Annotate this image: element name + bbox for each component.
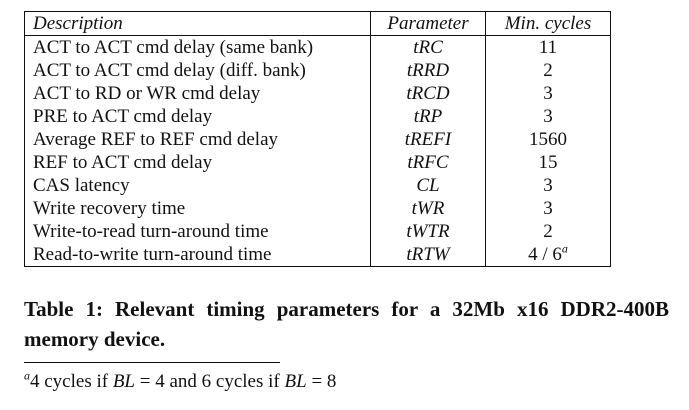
cell-min-cycles: 3 [485,105,611,128]
cell-parameter-text: tWTR [406,221,450,242]
cell-description: PRE to ACT cmd delay [24,105,371,128]
cell-parameter-text: tRRD [406,60,450,81]
cell-description-text: PRE to ACT cmd delay [33,106,213,127]
timing-table: Description Parameter Min. cycles ACT to… [24,11,611,267]
cell-parameter-text: CL [416,175,440,196]
cell-parameter-text: tRFC [407,152,449,173]
cell-parameter-text: tRCD [406,83,450,104]
cell-description-text: ACT to ACT cmd delay (diff. bank) [33,60,306,81]
cell-min-cycles: 1560 [485,128,611,151]
cell-description-text: Read-to-write turn-around time [33,244,272,265]
table-row: CAS latency CL 3 [24,174,611,197]
cell-description-text: ACT to RD or WR cmd delay [33,83,261,104]
header-description: Description [24,11,371,36]
cell-parameter: CL [370,174,486,197]
table-row: Write recovery time tWR 3 [24,197,611,220]
cell-min-cycles: 3 [485,174,611,197]
footnote-text-1: 4 cycles if [30,371,113,392]
cell-min-cycles: 2 [485,220,611,243]
cell-parameter: tREFI [370,128,486,151]
footnote-text-2: = 4 and 6 cycles if [135,371,285,392]
cell-parameter: tRRD [370,59,486,82]
cell-description-text: CAS latency [33,175,130,196]
cell-parameter: tWTR [370,220,486,243]
cell-min-cycles: 4 / 6a [485,241,611,267]
cell-parameter: tWR [370,197,486,220]
table-row: Write-to-read turn-around time tWTR 2 [24,220,611,243]
cell-description: CAS latency [24,174,371,197]
cell-min-cycles: 2 [485,59,611,82]
cell-description-text: Average REF to REF cmd delay [33,129,279,150]
cell-description-text: REF to ACT cmd delay [33,152,213,173]
cell-min-cycles-text: 3 [543,106,553,127]
cell-description: ACT to ACT cmd delay (diff. bank) [24,59,371,82]
footnote-marker: a [24,368,30,383]
cell-description: Read-to-write turn-around time [24,243,371,267]
table-row: ACT to ACT cmd delay (same bank) tRC 11 [24,35,611,59]
cell-parameter-text: tRTW [406,244,450,265]
cell-min-cycles: 11 [485,35,611,59]
cell-parameter: tRTW [370,243,486,267]
cell-min-cycles-text: 2 [543,60,553,81]
header-parameter: Parameter [370,11,486,36]
table-row: Read-to-write turn-around time tRTW 4 / 6a [24,241,611,267]
cell-parameter: tRC [370,35,486,59]
cell-min-cycles-text: 2 [543,221,553,242]
cell-description: Write-to-read turn-around time [24,220,371,243]
cell-min-cycles-text: 15 [538,152,558,173]
cell-description-text: Write recovery time [33,198,186,219]
cell-min-cycles: 15 [485,151,611,174]
cell-description: REF to ACT cmd delay [24,151,371,174]
cell-parameter: tRCD [370,82,486,105]
table-row: Average REF to REF cmd delay tREFI 1560 [24,128,611,151]
cell-parameter-text: tWR [411,198,445,219]
footnote-var-1: BL [112,371,136,392]
cell-footnote-marker: a [561,241,568,256]
cell-min-cycles-text: 3 [543,83,553,104]
cell-parameter: tRP [370,105,486,128]
cell-min-cycles-text: 4 / 6 [528,244,562,265]
cell-description: ACT to RD or WR cmd delay [24,82,371,105]
table-header-row: Description Parameter Min. cycles [24,11,611,36]
cell-parameter: tRFC [370,151,486,174]
cell-min-cycles: 3 [485,197,611,220]
timing-table-container: Description Parameter Min. cycles ACT to… [24,11,611,267]
cell-parameter-text: tRP [413,106,443,127]
header-min-cycles: Min. cycles [485,11,611,36]
cell-min-cycles-text: 11 [538,37,558,58]
cell-description-text: Write-to-read turn-around time [33,221,269,242]
table-caption: Table 1: Relevant timing parameters for … [24,297,669,351]
cell-description: ACT to ACT cmd delay (same bank) [24,35,371,59]
cell-parameter-text: tREFI [404,129,452,150]
cell-min-cycles-text: 3 [543,175,553,196]
footnote: a4 cycles if BL = 4 and 6 cycles if BL =… [24,369,336,395]
cell-description: Write recovery time [24,197,371,220]
cell-min-cycles: 3 [485,82,611,105]
table-row: ACT to ACT cmd delay (diff. bank) tRRD 2 [24,59,611,82]
footnote-text-3: = 8 [306,371,337,392]
cell-parameter-text: tRC [413,37,443,58]
table-row: PRE to ACT cmd delay tRP 3 [24,105,611,128]
cell-description: Average REF to REF cmd delay [24,128,371,151]
table-body: ACT to ACT cmd delay (same bank) tRC 11 ACT… [24,35,611,267]
table-row: ACT to RD or WR cmd delay tRCD 3 [24,82,611,105]
table-row: REF to ACT cmd delay tRFC 15 [24,151,611,174]
cell-min-cycles-text: 3 [543,198,553,219]
cell-min-cycles-text: 1560 [529,129,567,150]
footnote-var-2: BL [284,371,307,392]
cell-description-text: ACT to ACT cmd delay (same bank) [33,37,314,58]
footnote-rule [24,362,280,363]
